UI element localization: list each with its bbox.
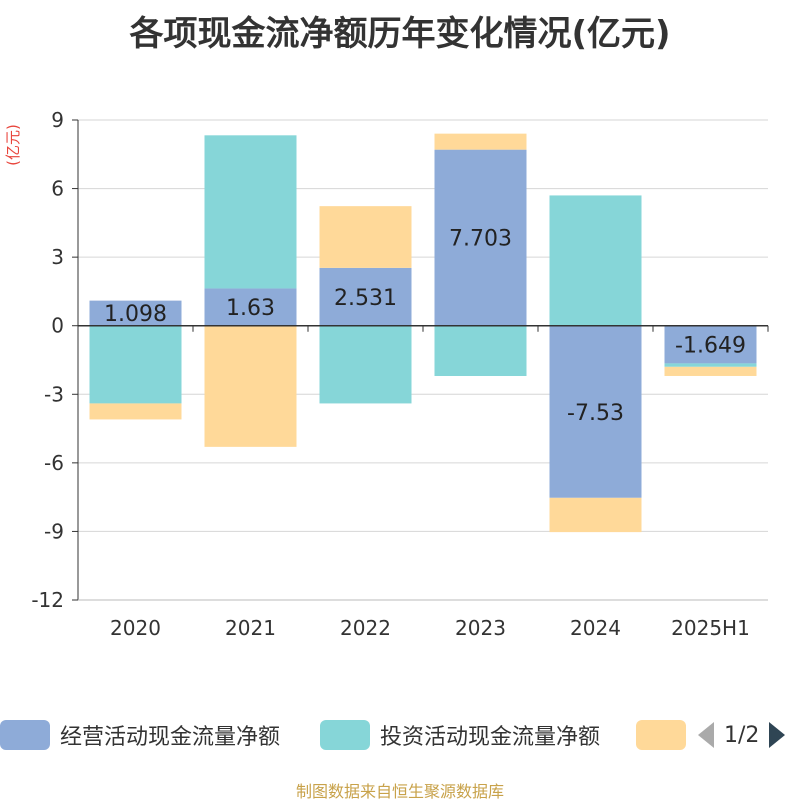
axes: 9 6 3 0 -3 -6 -9 -12 2020 2021 2022 2023 2024 2025H1 [31,108,769,640]
y-tick-label: -6 [44,451,64,475]
x-tick-label: 2023 [455,616,506,640]
data-label: 2.531 [334,286,397,311]
bar-series-0-2020 [89,300,182,326]
legend-item-financing[interactable] [636,716,696,754]
bar-series-0-2024 [549,325,642,498]
y-tick-label: -3 [44,382,64,406]
y-tick-label: -9 [44,519,64,543]
legend-label-investing: 投资活动现金流量净额 [380,725,601,750]
legend-pager: 1/2 [698,716,786,754]
bar-series-1-2022 [319,325,412,404]
bar-series-1-2025H1 [664,363,757,367]
y-tick-label: -12 [31,588,64,612]
bar-series-0-2023 [434,149,527,326]
bar-series-2-2024 [549,497,642,533]
x-tick-label: 2024 [570,616,621,640]
bar-series-1-2020 [89,325,182,404]
bar-series-0-2025H1 [664,325,757,364]
data-label: 1.098 [104,302,167,327]
bar-series-0-2021 [204,288,297,326]
y-tick-label: 9 [51,108,64,132]
data-label: 7.703 [449,227,512,252]
legend-prev-icon[interactable] [698,722,714,748]
bar-series-1-2024 [549,195,642,326]
y-tick-label: 0 [51,314,64,338]
y-tick-label: 6 [51,177,64,201]
bar-series-2-2023 [434,133,527,150]
legend-swatch-investing [320,720,370,750]
legend-item-operating[interactable]: 经营活动现金流量净额 [0,716,280,754]
legend-next-icon[interactable] [769,722,786,748]
x-tick-label: 2020 [110,616,161,640]
legend-swatch-financing [636,720,686,750]
legend-label-operating: 经营活动现金流量净额 [60,725,281,750]
y-axis-label: (亿元) [4,124,22,166]
bars [89,133,757,533]
bar-series-1-2021 [204,135,297,289]
bar-series-2-2020 [89,403,182,420]
data-label: 1.63 [226,296,275,321]
x-tick-label: 2022 [340,616,391,640]
bar-series-2-2021 [204,325,297,447]
chart-title: 各项现金流净额历年变化情况(亿元) [129,14,671,54]
bar-series-2-2025H1 [664,366,757,376]
legend-swatch-operating [0,720,50,750]
data-labels: 1.098 1.63 2.531 7.703 -7.53 -1.649 [104,227,746,426]
bar-series-0-2022 [319,267,412,326]
data-source-footer: 制图数据来自恒生聚源数据库 [295,782,504,801]
data-label: -7.53 [567,401,624,426]
bar-series-2-2022 [319,206,412,268]
legend-page-indicator: 1/2 [724,722,760,748]
legend-item-investing[interactable]: 投资活动现金流量净额 [320,716,600,754]
data-label: -1.649 [675,334,746,359]
x-tick-label: 2021 [225,616,276,640]
x-tick-label: 2025H1 [671,616,750,640]
bar-series-1-2023 [434,325,527,376]
y-tick-label: 3 [51,245,64,269]
